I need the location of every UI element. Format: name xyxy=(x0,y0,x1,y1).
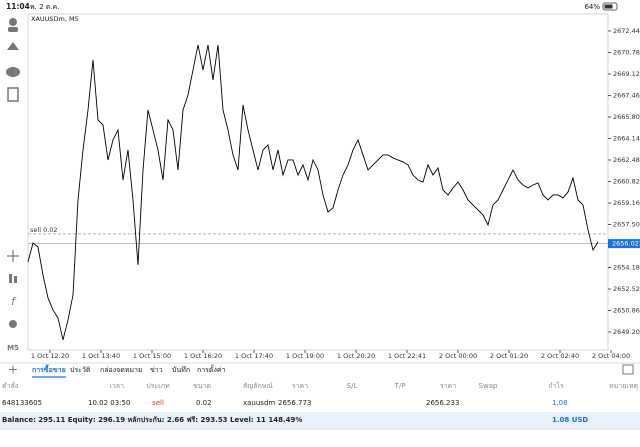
column-header: S/L xyxy=(347,382,358,390)
crosshair-icon[interactable] xyxy=(7,250,19,262)
status-date: พ. 2 ต.ค. xyxy=(30,3,59,11)
tab[interactable]: ประวัติ xyxy=(70,366,91,374)
status-time: 11:04 xyxy=(6,2,30,11)
column-header: เวลา xyxy=(109,382,124,390)
bid-label: 2656.023 xyxy=(612,240,640,248)
y-tick-label: 2662.480 xyxy=(613,156,640,164)
tab[interactable]: กล่องจดหมาย xyxy=(100,366,142,374)
cell: 2656.773 xyxy=(278,399,311,407)
x-tick-label: 1 Oct 12:20 xyxy=(31,352,69,360)
y-tick-label: 2672.440 xyxy=(613,27,640,35)
battery-icon xyxy=(602,2,618,11)
order-label: sell 0.02 xyxy=(30,226,58,234)
timeframe-button[interactable]: M5 xyxy=(7,344,19,352)
x-tick-label: 1 Oct 20:20 xyxy=(337,352,375,360)
left-toolbar: f M5 xyxy=(6,18,20,352)
column-header: T/P xyxy=(394,382,406,390)
account-icon-body xyxy=(8,27,18,32)
indicator-icon[interactable]: f xyxy=(11,295,17,308)
column-header: ราคา xyxy=(292,382,308,390)
summary-text: Balance: 295.11 Equity: 296.19 หลักประกั… xyxy=(2,416,302,424)
account-icon[interactable] xyxy=(9,18,17,26)
cell: sell xyxy=(152,399,164,407)
column-header: ราคา xyxy=(440,382,456,390)
x-tick-label: 2 Oct 04:00 xyxy=(592,352,630,360)
objects-icon[interactable] xyxy=(9,320,17,328)
y-tick-label: 2652.520 xyxy=(613,285,640,293)
cell[interactable]: 648133605 xyxy=(2,399,42,407)
chart-frame xyxy=(27,13,609,351)
y-tick-label: 2654.180 xyxy=(613,263,640,271)
y-tick-label: 2669.120 xyxy=(613,70,640,78)
x-tick-label: 1 Oct 19:00 xyxy=(286,352,324,360)
battery-fill xyxy=(604,4,613,9)
column-header: สัญลักษณ์ xyxy=(243,382,273,390)
bid-badge xyxy=(608,239,640,249)
tab[interactable]: การซื้อขาย xyxy=(32,363,66,374)
y-tick-label: 2664.140 xyxy=(613,134,640,142)
trade-icon[interactable] xyxy=(7,42,19,50)
y-tick-label: 2670.780 xyxy=(613,48,640,56)
y-tick-label: 2667.460 xyxy=(613,91,640,99)
new-order-icon[interactable] xyxy=(7,87,19,102)
column-header: Swap xyxy=(479,382,498,390)
x-tick-label: 2 Oct 02:40 xyxy=(541,352,579,360)
chart-type-icon-b xyxy=(14,276,17,283)
x-tick-label: 1 Oct 16:20 xyxy=(184,352,222,360)
column-header: ประเภท xyxy=(146,382,170,390)
layout-button[interactable] xyxy=(622,364,634,375)
x-tick-label: 1 Oct 15:00 xyxy=(133,352,171,360)
y-tick-label: 2665.800 xyxy=(613,113,640,121)
x-tick-label: 1 Oct 22:41 xyxy=(388,352,426,360)
y-tick-label: 2660.820 xyxy=(613,177,640,185)
symbol-label: XAUUSDm, M5 xyxy=(31,15,79,23)
chat-icon[interactable] xyxy=(6,67,20,77)
y-tick-label: 2657.500 xyxy=(613,220,640,228)
summary-total: 1.08 USD xyxy=(552,416,588,424)
summary-bar xyxy=(0,412,640,429)
tab[interactable]: บันทึก xyxy=(172,365,190,374)
price-line xyxy=(27,44,599,341)
x-tick-label: 2 Oct 00:00 xyxy=(439,352,477,360)
cell: 2656.233 xyxy=(426,399,459,407)
column-header: หมายเหตุ xyxy=(609,382,638,390)
tab[interactable]: ข่าว xyxy=(150,366,163,374)
battery-level: 64% xyxy=(584,3,600,11)
cell: xauusdm xyxy=(243,399,275,407)
x-tick-label: 1 Oct 13:40 xyxy=(82,352,120,360)
y-tick-label: 2650.860 xyxy=(613,306,640,314)
y-tick-label: 2649.200 xyxy=(613,328,640,336)
chart-type-icon[interactable] xyxy=(9,274,12,283)
add-button[interactable]: + xyxy=(8,363,18,377)
column-header: กำไร xyxy=(548,381,564,390)
column-header: คำสั่ง xyxy=(2,381,18,390)
x-tick-label: 2 Oct 01:20 xyxy=(490,352,528,360)
x-tick-label: 1 Oct 17:40 xyxy=(235,352,273,360)
tab[interactable]: การตั้งค่า xyxy=(197,363,226,374)
cell: 0.02 xyxy=(196,399,212,407)
y-tick-label: 2659.160 xyxy=(613,199,640,207)
cell: 1.08 xyxy=(552,399,568,407)
column-header: ขนาด xyxy=(193,382,211,390)
cell: 10.02 03:50 xyxy=(88,399,130,407)
